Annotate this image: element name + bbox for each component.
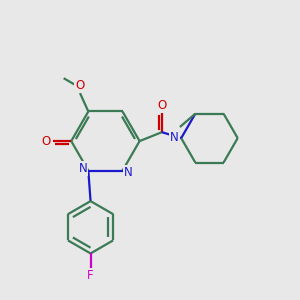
Text: O: O: [42, 135, 51, 148]
Text: N: N: [124, 166, 132, 179]
Text: O: O: [75, 79, 85, 92]
Text: O: O: [157, 99, 167, 112]
Text: F: F: [87, 269, 94, 282]
Text: N: N: [170, 131, 179, 144]
Text: N: N: [79, 162, 87, 175]
